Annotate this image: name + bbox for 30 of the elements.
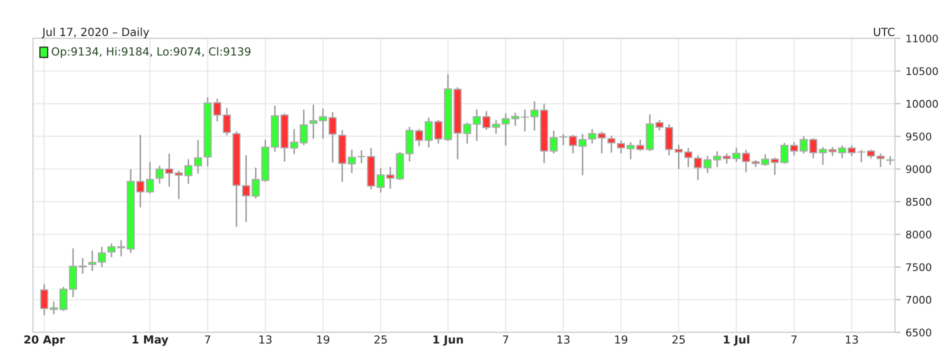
x-tick-label: 1 May: [132, 335, 168, 346]
y-tick-label: 6500: [906, 328, 932, 336]
candlestick: [40, 284, 48, 316]
x-tick-label: 7: [503, 335, 508, 344]
x-tick-label: 7: [205, 335, 210, 344]
x-tick-label: 19: [615, 335, 628, 344]
y-tick-label: 10500: [906, 67, 938, 76]
text: UTC: [874, 28, 894, 36]
y-tick-label: 9500: [906, 132, 932, 140]
x-tick-label: 13: [846, 335, 858, 344]
y-tick-label: 7000: [906, 296, 932, 304]
chart-subtitle: Jul 17, 2020 – Daily: [42, 28, 150, 38]
x-tick-label: 19: [317, 335, 330, 344]
y-tick-label: 9000: [906, 165, 932, 174]
y-tick-label: 8500: [906, 198, 932, 206]
y-tick-label: 8000: [906, 230, 932, 238]
x-tick-label: 25: [374, 335, 387, 344]
annotation: Op:9134, Hi:9184, Lo:9074, Cl:9139: [52, 47, 250, 58]
y-tick-label: 11000: [906, 34, 938, 42]
x-tick-label: 20 Apr: [24, 335, 65, 346]
x-tick-label: 13: [557, 335, 570, 344]
x-tick-label: 1 Jun: [433, 335, 463, 346]
candlestick: [300, 110, 308, 146]
y-tick-label: 7500: [906, 263, 932, 272]
x-tick-label: 25: [672, 335, 685, 344]
candlestick: [886, 156, 894, 165]
x-tick-label: 13: [259, 335, 272, 344]
x-tick-label: 7: [791, 335, 797, 344]
x-tick-label: 1 Jul: [724, 335, 750, 346]
y-tick-label: 10000: [906, 100, 938, 108]
